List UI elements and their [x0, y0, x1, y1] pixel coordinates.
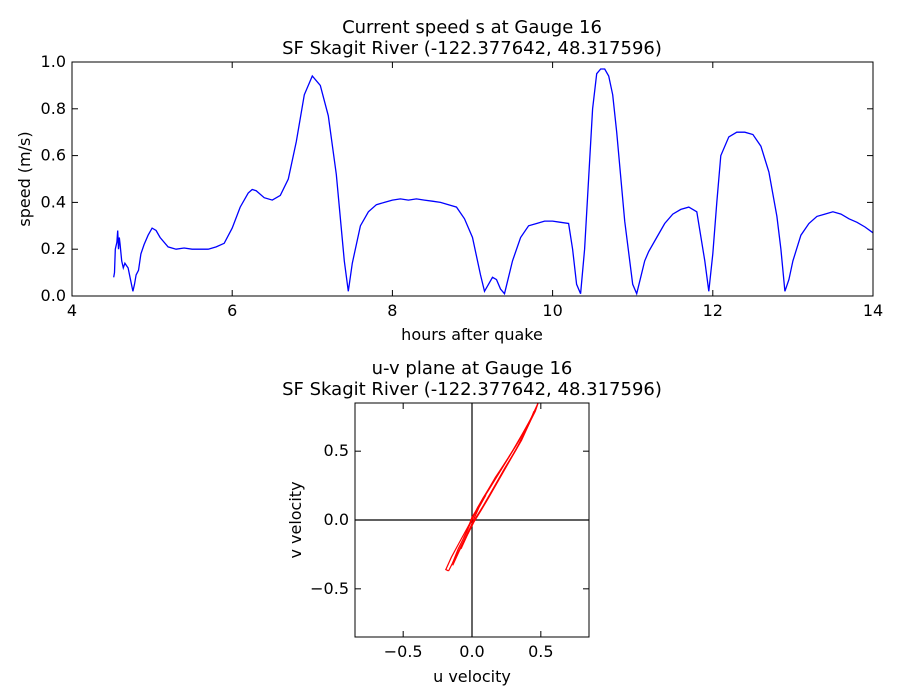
speed-xtick-label: 10	[542, 301, 562, 320]
speed-chart-ylabel: speed (m/s)	[15, 131, 34, 226]
speed-series-line	[113, 68, 874, 296]
uv-chart-ticks: −0.5 0.0 0.5 −0.5 0.0 0.5	[310, 403, 589, 661]
speed-chart: Current speed s at Gauge 16 SF Skagit Ri…	[15, 17, 883, 344]
speed-chart-xlabel: hours after quake	[401, 325, 543, 344]
uv-series-line	[465, 494, 487, 535]
speed-xtick-label: 4	[67, 301, 77, 320]
uv-chart-xlabel: u velocity	[433, 667, 511, 686]
speed-ytick-label: 1.0	[41, 52, 66, 71]
uv-chart: u-v plane at Gauge 16 SF Skagit River (-…	[282, 358, 662, 686]
speed-ytick-label: 0.4	[41, 192, 66, 211]
uv-chart-title-line2: SF Skagit River (-122.377642, 48.317596)	[282, 379, 662, 400]
speed-chart-frame	[71, 61, 874, 297]
speed-xtick-label: 6	[227, 301, 237, 320]
speed-chart-title-line2: SF Skagit River (-122.377642, 48.317596)	[282, 38, 662, 59]
uv-ytick-label: −0.5	[310, 579, 349, 598]
uv-ytick-label: 0.5	[324, 441, 349, 460]
speed-ytick-label: 0.2	[41, 239, 66, 258]
uv-chart-ylabel: v velocity	[286, 481, 305, 558]
uv-chart-frame	[354, 402, 590, 638]
speed-xtick-label: 12	[703, 301, 723, 320]
uv-series-lines	[445, 402, 539, 572]
uv-ytick-label: 0.0	[324, 510, 349, 529]
uv-xtick-label: 0.0	[459, 642, 484, 661]
speed-chart-title-line1: Current speed s at Gauge 16	[342, 17, 602, 38]
uv-xtick-label: −0.5	[384, 642, 423, 661]
uv-chart-title-line1: u-v plane at Gauge 16	[372, 358, 573, 379]
uv-xtick-label: 0.5	[528, 642, 553, 661]
speed-ytick-label: 0.8	[41, 99, 66, 118]
speed-ytick-label: 0.0	[41, 286, 66, 305]
speed-ytick-label: 0.6	[41, 146, 66, 165]
speed-xtick-label: 14	[863, 301, 883, 320]
speed-xtick-label: 8	[387, 301, 397, 320]
